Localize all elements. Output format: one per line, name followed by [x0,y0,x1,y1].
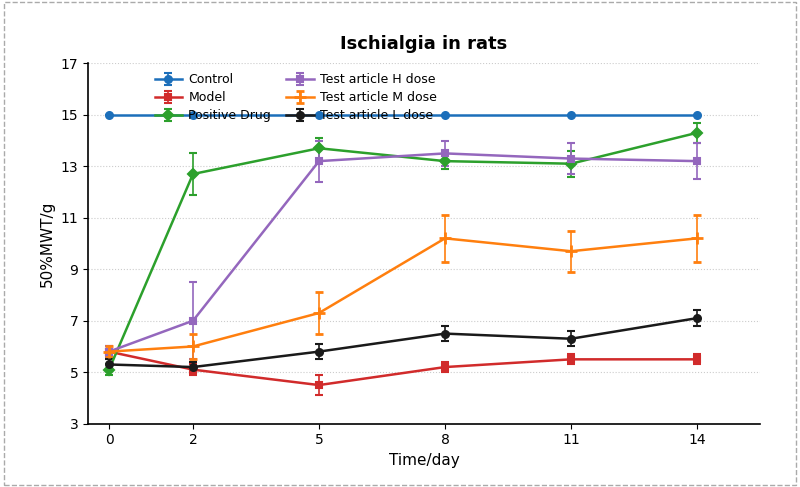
Text: Medicilon Case: Sciatic nerve injury (SNI) model: Medicilon Case: Sciatic nerve injury (SN… [14,11,410,26]
Y-axis label: 50%MWT/g: 50%MWT/g [40,200,55,287]
X-axis label: Time/day: Time/day [389,453,459,468]
Legend: Control, Model, Positive Drug, Test article H dose, Test article M dose, Test ar: Control, Model, Positive Drug, Test arti… [154,73,437,122]
Title: Ischialgia in rats: Ischialgia in rats [340,36,508,54]
